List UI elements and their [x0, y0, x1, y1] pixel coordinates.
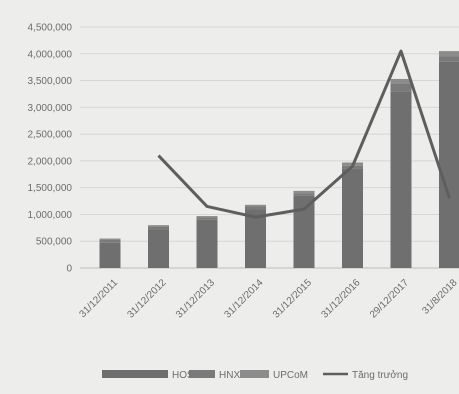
legend-label: HNX [219, 370, 240, 381]
bar-hose [196, 219, 218, 268]
bar-hose [99, 242, 121, 268]
legend-swatch [240, 370, 269, 378]
bar-hose [245, 209, 266, 268]
y-tick-label: 2,500,000 [28, 130, 73, 141]
legend: HOSE HNX UPCoM Tăng trưởng [102, 369, 408, 381]
bar-hose [342, 168, 363, 268]
bar-upcom [439, 51, 459, 57]
bar-hnx [148, 226, 169, 230]
bars [99, 51, 459, 269]
bar-hose [293, 195, 315, 268]
legend-label: HOSE [172, 370, 201, 381]
y-tick-label: 500,000 [36, 237, 73, 248]
x-tick-label: 29/12/2017 [368, 277, 411, 320]
y-tick-label: 3,500,000 [28, 76, 73, 87]
x-tick-label: 31/12/2015 [271, 277, 314, 320]
bar-hose [439, 61, 459, 268]
growth-line [157, 49, 451, 219]
y-tick-label: 4,000,000 [28, 49, 73, 60]
growth-line-layer [157, 49, 451, 219]
bar-hnx [439, 56, 459, 62]
bar-upcom [196, 216, 218, 218]
bar-hnx [293, 193, 315, 196]
bar-hnx [245, 206, 266, 210]
x-tick-label: 31/12/2011 [77, 277, 120, 320]
x-tick-label: 31/12/2016 [319, 277, 362, 320]
x-tick-label: 31/12/2013 [174, 277, 217, 320]
bar-upcom [390, 78, 412, 84]
y-tick-label: 0 [66, 264, 72, 275]
x-tick-label: 31/12/2012 [125, 277, 168, 320]
y-tick-label: 4,500,000 [28, 23, 73, 34]
bar-hnx [390, 83, 412, 92]
x-tick-label: 31/12/2014 [222, 277, 265, 320]
grid [80, 26, 459, 269]
bar-upcom [245, 204, 266, 207]
bar-hnx [196, 217, 218, 220]
y-tick-label: 1,000,000 [28, 210, 73, 221]
y-tick-label: 2,000,000 [28, 156, 73, 167]
x-tick-label: 31/8/2018 [420, 277, 459, 317]
bar-upcom [293, 190, 315, 194]
x-axis-ticks: 31/12/2011 31/12/2012 31/12/2013 31/12/2014… [77, 277, 459, 320]
legend-label: Tăng trưởng [352, 369, 408, 381]
bar-hose [390, 91, 412, 269]
bar-upcom [99, 238, 121, 240]
legend-swatch [102, 370, 168, 378]
y-tick-label: 3,000,000 [28, 103, 73, 114]
y-tick-label: 1,500,000 [28, 183, 73, 194]
bar-upcom [148, 225, 169, 227]
bar-hnx [99, 239, 121, 243]
legend-swatch [189, 370, 215, 378]
y-axis-ticks: 0 500,000 1,000,000 1,500,000 2,000,000 2,500… [28, 23, 73, 275]
legend-label: UPCoM [273, 370, 308, 381]
bar-hose [148, 229, 169, 268]
